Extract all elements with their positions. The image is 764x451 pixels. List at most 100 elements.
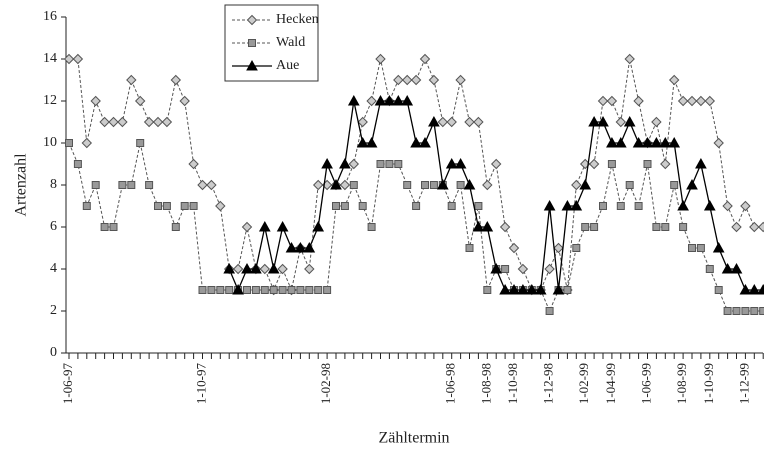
series-line	[228, 100, 764, 292]
x-tick-label: 1-12-99	[736, 363, 751, 404]
point	[294, 241, 307, 253]
point	[63, 53, 75, 65]
point	[419, 53, 431, 65]
point	[305, 286, 314, 294]
point	[410, 74, 422, 86]
point	[269, 286, 278, 294]
point	[552, 283, 565, 295]
point	[606, 136, 618, 148]
point	[465, 244, 474, 252]
point	[490, 158, 502, 170]
point	[517, 263, 529, 275]
point	[348, 158, 360, 170]
point	[748, 283, 761, 295]
legend-marker	[248, 39, 256, 47]
point	[232, 263, 244, 275]
point	[571, 179, 582, 191]
x-tick-label: 1-02-99	[576, 363, 591, 404]
point	[695, 95, 707, 107]
point	[721, 262, 734, 274]
point	[303, 241, 316, 253]
point	[739, 283, 752, 295]
point	[730, 262, 743, 274]
point	[553, 242, 564, 254]
y-tick-label: 0	[50, 345, 57, 360]
y-tick-label: 4	[50, 261, 57, 276]
point	[695, 157, 707, 169]
point	[323, 286, 332, 294]
point	[474, 202, 483, 210]
point	[188, 158, 199, 170]
point	[179, 95, 190, 107]
point	[696, 244, 705, 252]
point	[241, 221, 253, 233]
point	[367, 223, 376, 231]
point	[385, 160, 394, 168]
point	[285, 241, 298, 253]
point	[357, 116, 368, 128]
point	[472, 220, 485, 232]
point	[170, 74, 182, 86]
point	[445, 157, 458, 169]
point	[545, 307, 554, 315]
point	[428, 115, 440, 127]
point	[670, 181, 679, 189]
point	[641, 136, 654, 148]
point	[749, 221, 760, 233]
point	[652, 223, 661, 231]
point	[143, 116, 155, 128]
y-tick-label: 10	[43, 135, 57, 150]
point	[651, 116, 662, 128]
point	[278, 286, 287, 294]
point	[258, 220, 271, 232]
point	[134, 95, 146, 107]
point	[525, 283, 538, 295]
point	[606, 95, 618, 107]
point	[207, 286, 216, 294]
point	[109, 223, 118, 231]
point	[704, 95, 716, 107]
point	[403, 181, 412, 189]
point	[287, 286, 296, 294]
point	[561, 199, 574, 211]
point	[741, 307, 750, 315]
legend-marker	[246, 14, 258, 26]
point	[759, 307, 764, 315]
point	[597, 115, 609, 127]
x-tick-label: 1-10-99	[701, 363, 716, 404]
point	[615, 116, 627, 128]
point	[508, 283, 520, 295]
point	[243, 286, 251, 294]
point	[473, 116, 484, 128]
point	[260, 286, 269, 294]
point	[428, 74, 440, 86]
point	[464, 116, 475, 128]
point	[713, 137, 724, 149]
point	[347, 94, 360, 106]
point	[82, 202, 91, 210]
point	[312, 220, 325, 232]
point	[650, 136, 663, 148]
point	[339, 179, 351, 191]
point	[581, 223, 590, 231]
point	[215, 200, 226, 212]
point	[154, 202, 162, 210]
x-tick-label: 1-08-98	[478, 363, 493, 404]
point	[624, 53, 635, 65]
point	[633, 95, 644, 107]
point	[250, 262, 262, 274]
point	[225, 286, 234, 294]
x-tick-label: 1-12-98	[541, 363, 556, 404]
point	[634, 202, 643, 210]
y-tick-label: 12	[43, 93, 57, 108]
point	[99, 116, 110, 128]
point	[81, 137, 93, 149]
point	[456, 181, 465, 189]
point	[677, 199, 689, 211]
point	[410, 136, 422, 148]
point	[198, 286, 207, 294]
y-tick-label: 6	[50, 219, 57, 234]
point	[276, 220, 289, 232]
point	[614, 136, 627, 148]
